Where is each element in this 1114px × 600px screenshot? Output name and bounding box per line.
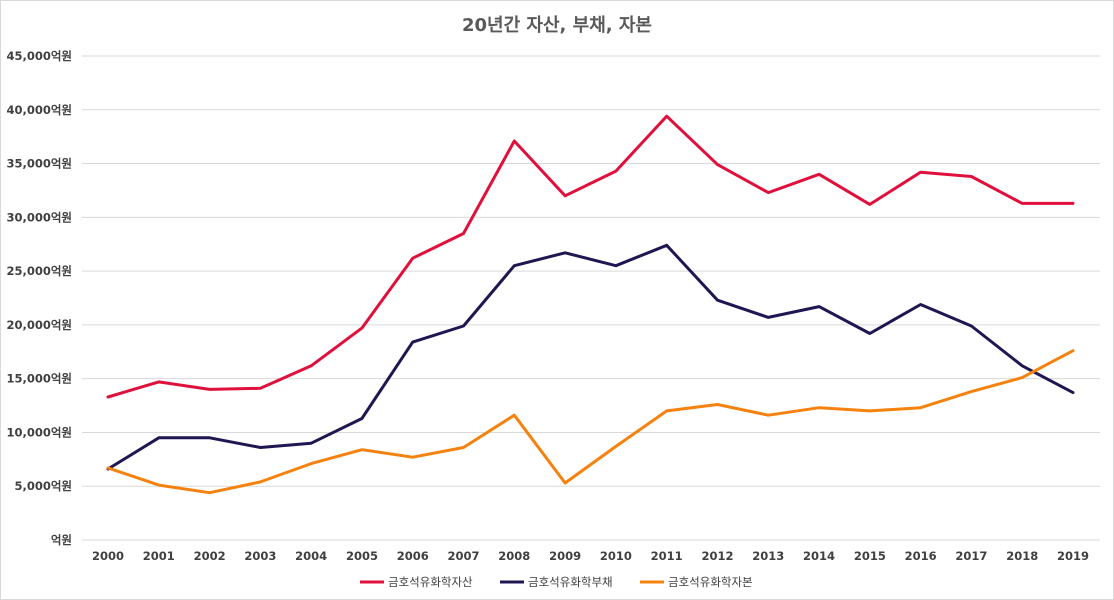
y-tick-label: 10,000억원 — [6, 425, 72, 439]
legend-label-equity: 금호석유화학자본 — [668, 575, 753, 589]
y-tick-label: 5,000억원 — [14, 479, 72, 493]
y-tick-label: 30,000억원 — [6, 210, 72, 224]
legend-item-liabilities: 금호석유화학부채 — [500, 575, 613, 589]
x-tick-label: 2015 — [854, 549, 886, 563]
x-tick-label: 2009 — [549, 549, 581, 563]
y-tick-label: 20,000억원 — [6, 318, 72, 332]
gridlines — [82, 55, 1100, 541]
x-tick-label: 2012 — [701, 549, 733, 563]
x-tick-label: 2000 — [92, 549, 124, 563]
legend-label-assets: 금호석유화학자산 — [388, 575, 473, 589]
x-tick-label: 2005 — [346, 549, 378, 563]
x-tick-label: 2001 — [143, 549, 175, 563]
x-tick-label: 2004 — [295, 549, 327, 563]
x-tick-label: 2016 — [905, 549, 937, 563]
legend-item-assets: 금호석유화학자산 — [360, 575, 473, 589]
chart-title: 20년간 자산, 부채, 자본 — [462, 15, 652, 36]
x-tick-label: 2018 — [1006, 549, 1038, 563]
series-lines — [106, 114, 1075, 495]
x-tick-label: 2019 — [1057, 549, 1089, 563]
x-tick-label: 2006 — [397, 549, 429, 563]
x-tick-label: 2002 — [194, 549, 226, 563]
x-tick-label: 2007 — [448, 549, 480, 563]
series-line-assets — [106, 114, 1075, 399]
y-tick-label: 억원 — [51, 533, 72, 547]
y-tick-label: 40,000억원 — [6, 103, 72, 117]
x-axis-ticks: 2000 2001 2002 2003 2004 2005 2006 2007 2008 2009… — [92, 549, 1089, 563]
x-tick-label: 2003 — [244, 549, 276, 563]
legend-label-liabilities: 금호석유화학부채 — [528, 575, 613, 589]
legend-item-equity: 금호석유화학자본 — [640, 575, 753, 589]
series-line-liabilities — [106, 243, 1075, 471]
y-axis-ticks: 억원 5,000억원 10,000억원 15,000억원 20,000억원 25,000억… — [6, 49, 72, 547]
series-line-equity — [106, 349, 1075, 495]
x-tick-label: 2017 — [955, 549, 987, 563]
x-tick-label: 2008 — [498, 549, 530, 563]
x-tick-label: 2010 — [600, 549, 632, 563]
x-tick-label: 2011 — [651, 549, 683, 563]
x-tick-label: 2014 — [803, 549, 835, 563]
y-tick-label: 35,000억원 — [6, 157, 72, 171]
legend: 금호석유화학자산 금호석유화학부채 금호석유화학자본 — [360, 575, 753, 589]
y-tick-label: 15,000억원 — [6, 372, 72, 386]
x-tick-label: 2013 — [752, 549, 784, 563]
y-tick-label: 45,000억원 — [6, 49, 72, 63]
y-tick-label: 25,000억원 — [6, 264, 72, 278]
